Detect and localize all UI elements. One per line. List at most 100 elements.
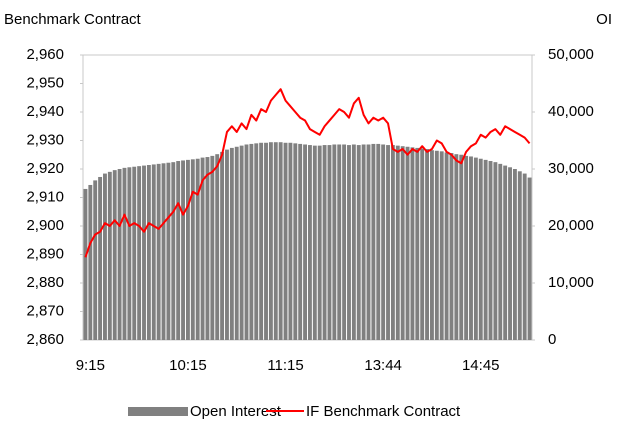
bar [88, 184, 93, 340]
bar [395, 145, 400, 340]
x-tick-label: 9:15 [76, 357, 105, 374]
bar [181, 160, 185, 340]
bar [371, 143, 376, 340]
bar [195, 158, 200, 340]
bar [215, 154, 220, 340]
y-tick-label: 2,890 [26, 245, 64, 262]
bar [259, 142, 264, 340]
bar [400, 146, 405, 340]
bar [454, 154, 459, 340]
legend-swatch [128, 407, 188, 416]
bar [459, 154, 464, 340]
bar [225, 149, 229, 340]
bar [488, 161, 493, 340]
bar [469, 156, 473, 340]
y-tick-label: 2,900 [26, 217, 64, 234]
bar [351, 144, 356, 340]
y-tick-label: 2,950 [26, 74, 64, 91]
x-tick-label: 13:44 [364, 357, 402, 374]
y2-tick-label: 20,000 [548, 217, 594, 234]
bar [229, 147, 234, 340]
bar [522, 173, 527, 340]
y-tick-label: 2,940 [26, 103, 64, 120]
bar [117, 169, 122, 340]
y-tick-label: 2,960 [26, 46, 64, 63]
bar [142, 165, 146, 340]
y2-axis-label: OI [596, 11, 612, 28]
bar [112, 170, 117, 340]
bar [361, 144, 366, 340]
bar [132, 166, 137, 340]
bar [288, 142, 293, 340]
bar [444, 152, 449, 340]
bar [293, 143, 298, 340]
bar [146, 165, 151, 340]
bar [210, 155, 215, 340]
x-tick-label: 11:15 [267, 357, 303, 374]
bar [264, 142, 268, 340]
bar [317, 145, 322, 340]
bar [386, 145, 390, 340]
y-tick-label: 2,880 [26, 274, 64, 291]
bar [312, 145, 317, 340]
bar [498, 163, 503, 340]
bar [122, 167, 127, 340]
bar [337, 144, 342, 340]
bar [283, 142, 288, 340]
bar [166, 162, 171, 340]
bar [493, 162, 498, 340]
bar [342, 144, 347, 340]
bar [420, 148, 425, 340]
bar [410, 147, 415, 340]
bar [239, 145, 244, 340]
bar [464, 155, 469, 340]
x-tick-label: 14:45 [462, 357, 500, 374]
bar [107, 171, 112, 340]
y-tick-label: 2,920 [26, 160, 64, 177]
bar [200, 157, 205, 340]
bar [473, 157, 478, 340]
bar [273, 142, 278, 340]
bar [249, 143, 254, 340]
bar [303, 144, 307, 340]
bar [503, 165, 508, 340]
bar [381, 144, 386, 340]
bar [244, 144, 249, 340]
bar [185, 159, 190, 340]
bar [390, 145, 395, 340]
y-tick-label: 2,870 [26, 302, 64, 319]
bar [103, 173, 107, 340]
y-tick-label: 2,930 [26, 131, 64, 148]
bar [322, 145, 327, 340]
bar [268, 142, 273, 340]
bar [430, 150, 434, 340]
bar [93, 180, 98, 340]
bar [308, 145, 312, 340]
y2-tick-label: 0 [548, 331, 556, 348]
bar [234, 146, 239, 340]
bar [220, 151, 225, 340]
bar [332, 144, 337, 340]
bar [512, 169, 517, 340]
bar [449, 153, 454, 340]
bar [478, 158, 483, 340]
bar [278, 142, 283, 340]
bar [415, 147, 420, 340]
legend-label: Open Interest [190, 403, 282, 420]
bar [508, 167, 512, 340]
bar [127, 167, 132, 340]
y-tick-label: 2,910 [26, 188, 64, 205]
bar [83, 188, 88, 340]
chart-title: Benchmark Contract [4, 11, 142, 28]
bar [483, 159, 488, 340]
bar [434, 150, 439, 340]
bar [151, 164, 156, 340]
bar [517, 171, 522, 340]
y2-tick-label: 30,000 [548, 160, 594, 177]
bar [298, 143, 303, 340]
bar [527, 177, 532, 340]
bar [366, 144, 371, 340]
bar [376, 143, 381, 340]
bar [439, 151, 444, 340]
